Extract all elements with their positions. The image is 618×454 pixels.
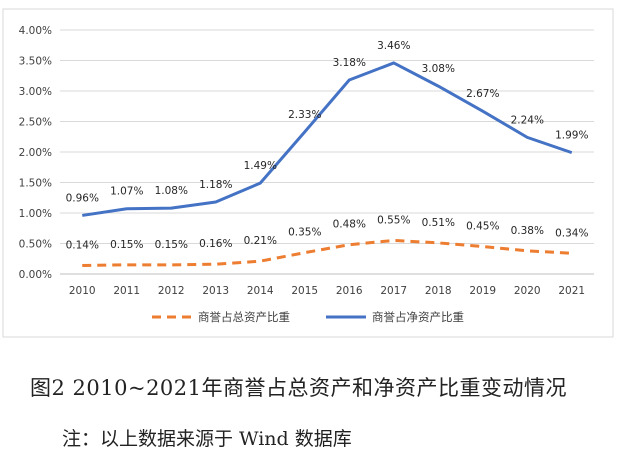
y-tick-label: 0.00% (19, 269, 52, 281)
x-tick-label: 2015 (291, 285, 318, 297)
series-line-goodwill-total-assets (82, 238, 572, 267)
x-tick-label: 2019 (469, 285, 496, 297)
y-tick-label: 1.00% (19, 208, 52, 220)
x-tick-label: 2020 (514, 285, 541, 297)
series-line-goodwill-net-assets (82, 61, 573, 217)
x-tick-label: 2021 (558, 285, 585, 297)
x-tick-label: 2018 (425, 285, 452, 297)
chart-border (2, 8, 614, 338)
data-label: 1.49% (244, 160, 277, 172)
y-tick-label: 3.00% (19, 86, 52, 98)
data-label: 0.38% (511, 225, 544, 237)
x-tick-label: 2012 (158, 285, 185, 297)
series-lines (82, 61, 573, 267)
data-label: 0.45% (466, 221, 499, 233)
x-tick-label: 2011 (113, 285, 140, 297)
data-label: 0.16% (199, 238, 232, 250)
chart-frame: 0.00% 0.50% 1.00% 1.50% 2.00% 2.50% 3.00% 3.50%… (2, 8, 614, 338)
x-tick-label: 2017 (380, 285, 407, 297)
data-label: 1.08% (155, 185, 188, 197)
legend-label: 商誉占净资产比重 (372, 310, 464, 324)
x-axis-ticks: 2010 2011 2012 2013 2014 2015 2016 2017 2018 2019… (69, 285, 585, 297)
x-tick-label: 2016 (336, 285, 363, 297)
source-note: 注：以上数据来源于 Wind 数据库 (62, 428, 352, 450)
x-tick-label: 2013 (202, 285, 229, 297)
data-label: 0.15% (110, 239, 143, 251)
data-label: 0.55% (377, 214, 410, 226)
data-label: 3.18% (333, 57, 366, 69)
data-label: 0.48% (333, 219, 366, 231)
y-tick-label: 4.00% (19, 25, 52, 37)
data-label: 0.96% (66, 192, 99, 204)
data-label: 2.33% (288, 109, 321, 121)
data-label: 0.51% (422, 217, 455, 229)
y-tick-label: 2.00% (19, 147, 52, 159)
data-labels: 0.14% 0.15% 0.15% 0.16% 0.21% 0.35% 0.48% 0.55%… (66, 40, 589, 252)
line-chart: 0.00% 0.50% 1.00% 1.50% 2.00% 2.50% 3.00% 3.50%… (2, 8, 614, 338)
data-label: 0.14% (66, 239, 99, 251)
data-label: 3.08% (422, 63, 455, 75)
y-tick-label: 3.50% (19, 56, 52, 68)
data-label: 1.99% (555, 130, 588, 142)
data-label: 0.21% (244, 235, 277, 247)
figure-caption: 图2 2010~2021年商誉占总资产和净资产比重变动情况 (30, 376, 568, 400)
data-label: 1.07% (110, 186, 143, 198)
data-label: 2.67% (466, 88, 499, 100)
x-tick-label: 2014 (247, 285, 274, 297)
data-label: 2.24% (511, 114, 544, 126)
y-tick-label: 2.50% (19, 117, 52, 129)
y-tick-label: 0.50% (19, 239, 52, 251)
x-tick-label: 2010 (69, 285, 96, 297)
data-label: 3.46% (377, 40, 410, 52)
data-label: 1.18% (199, 179, 232, 191)
data-label: 0.35% (288, 227, 321, 239)
y-axis-ticks: 0.00% 0.50% 1.00% 1.50% 2.00% 2.50% 3.00% 3.50%… (19, 25, 52, 281)
data-label: 0.34% (555, 227, 588, 239)
y-tick-label: 1.50% (19, 178, 52, 190)
legend: 商誉占总资产比重 商誉占净资产比重 (152, 310, 464, 324)
gridlines (60, 29, 594, 275)
data-label: 0.15% (155, 239, 188, 251)
legend-label: 商誉占总资产比重 (198, 310, 290, 324)
